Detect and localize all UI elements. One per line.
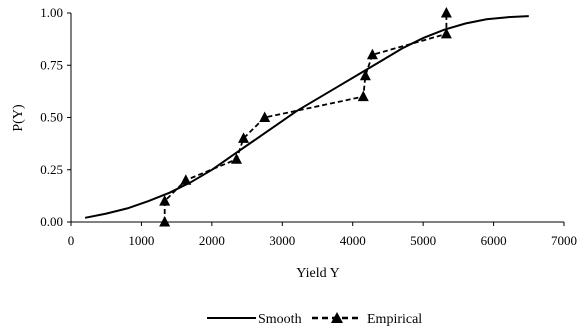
y-tick-label: 0.50 [40, 110, 63, 125]
y-axis-title: P(Y) [11, 104, 26, 132]
empirical-point-marker [359, 69, 371, 81]
empirical-point-marker [159, 216, 171, 227]
empirical-point-marker [238, 132, 250, 143]
series-layer [84, 7, 529, 227]
x-tick-label: 6000 [481, 233, 507, 248]
legend: Smooth Empirical [207, 312, 422, 327]
smooth-series-line [84, 15, 529, 219]
empirical-point-marker [366, 48, 378, 60]
plot-area: 0.00 0.25 0.50 0.75 1.00 0 1000 2000 3000 4000 500… [40, 5, 577, 248]
empirical-point-marker [231, 153, 243, 164]
empirical-point-marker [440, 7, 452, 18]
legend-empirical-label: Empirical [367, 312, 422, 327]
x-tick-label: 4000 [340, 233, 366, 248]
empirical-point-marker [259, 111, 271, 122]
empirical-point-marker [159, 195, 171, 206]
legend-smooth-label: Smooth [258, 312, 302, 327]
x-tick-label: 0 [68, 233, 75, 248]
x-tick-label: 7000 [551, 233, 577, 248]
empirical-point-marker [180, 174, 192, 185]
x-tick-label: 3000 [269, 233, 295, 248]
x-tick-label: 2000 [199, 233, 225, 248]
x-tick-label: 5000 [410, 233, 436, 248]
y-tick-label: 0.25 [40, 162, 63, 177]
x-axis-title: Yield Y [296, 266, 339, 281]
y-tick-label: 0.00 [40, 214, 63, 229]
x-tick-label: 1000 [128, 233, 154, 248]
legend-empirical-marker [331, 312, 343, 323]
y-tick-label: 1.00 [40, 5, 63, 20]
empirical-series-line [163, 13, 448, 222]
empirical-point-marker [440, 27, 452, 39]
empirical-point-marker [357, 90, 369, 102]
y-tick-label: 0.75 [40, 57, 63, 72]
